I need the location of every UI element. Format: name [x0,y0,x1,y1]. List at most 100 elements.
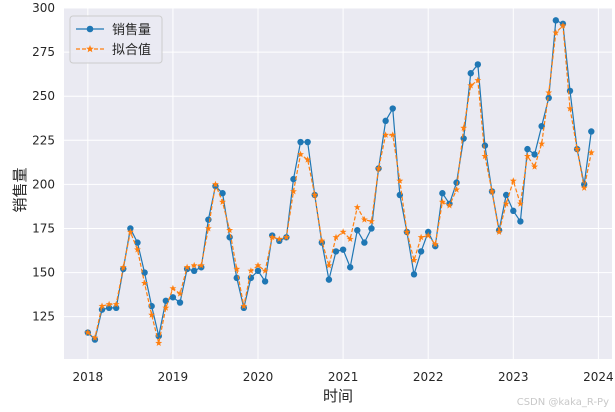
data-point [396,177,404,184]
y-tick-label: 175 [32,221,55,235]
data-point [126,228,134,235]
x-tick-label: 2021 [328,370,359,384]
data-point [240,302,248,309]
data-point [360,216,368,223]
data-point [304,138,311,146]
data-point [503,191,510,199]
data-point [524,145,531,153]
data-point [410,271,418,278]
data-point [431,240,439,248]
data-point [226,226,234,234]
legend-entry-fitted: 拟合值 [76,42,151,58]
data-point [566,104,574,112]
x-tick-label: 2019 [158,370,189,384]
data-point [247,267,255,274]
x-tick-label: 2020 [243,370,274,384]
data-point [368,225,375,232]
data-point [453,186,460,193]
series-line [87,24,592,344]
data-point [389,105,396,112]
data-point [190,267,198,275]
data-point [488,187,496,195]
data-point [233,265,241,272]
data-point [545,89,553,96]
data-point [545,94,552,102]
x-tick-label: 2024 [583,370,614,384]
data-point [119,263,127,271]
data-point [481,142,489,149]
watermark-text: CSDN @kaka_R-Py [516,397,609,408]
data-point [368,217,375,225]
plot-background [64,8,612,359]
data-point [339,246,347,253]
data-point [417,248,425,255]
data-point [254,261,262,269]
data-point [134,246,141,253]
data-point [474,76,482,84]
data-point [531,163,538,170]
data-point [169,294,177,301]
data-point [502,200,510,207]
data-point [311,191,319,198]
data-point [354,227,361,234]
legend-entry-sales: 销售量 [76,22,151,38]
data-point [98,302,106,309]
y-tick-label: 150 [32,266,55,280]
data-point [332,248,340,255]
data-point [439,190,446,197]
data-point [275,235,283,242]
data-point [559,22,567,29]
data-point [580,184,588,191]
data-point [467,82,475,89]
legend: 销售量 拟合值 [69,15,163,64]
data-point [552,17,560,24]
y-tick-label: 300 [32,1,55,15]
data-point [410,256,418,264]
data-point [531,151,538,158]
data-point [176,299,184,306]
data-point [197,261,205,269]
data-point [112,300,120,308]
data-point [318,237,326,244]
data-point [205,216,212,223]
x-tick-label: 2023 [498,370,529,384]
circle-marker-icon [86,25,94,33]
x-axis-ticks: 2018 2019 2020 2021 2022 2023 2024 [73,370,614,384]
data-point [84,328,92,336]
data-point [290,175,297,183]
data-point [446,201,453,209]
data-point [162,297,170,304]
y-axis-title: 销售量 [11,167,29,212]
data-point [254,267,262,275]
data-point [460,124,468,131]
y-tick-label: 225 [32,133,55,147]
data-point [382,131,390,138]
data-point [226,234,233,241]
data-point [304,156,312,163]
data-point [588,128,595,135]
data-point [297,138,304,146]
data-point [105,300,113,308]
legend-label-fitted: 拟合值 [112,42,151,58]
data-point [261,278,269,285]
data-point [424,231,432,239]
y-tick-label: 250 [32,89,55,103]
data-point [552,29,560,36]
data-point [474,61,482,68]
data-point [155,339,163,347]
data-point [361,239,368,246]
y-axis-ticks: 125 150 175 200 225 250 275 300 [32,1,55,324]
data-point [460,135,467,142]
data-point [538,122,545,130]
data-point [566,87,574,95]
data-point [517,218,524,225]
y-tick-label: 200 [32,177,55,191]
data-point [219,190,226,197]
data-point [282,233,290,241]
data-point [346,235,354,242]
data-point [587,149,595,156]
data-point [325,276,333,283]
data-point [219,198,226,205]
data-point [573,145,581,153]
